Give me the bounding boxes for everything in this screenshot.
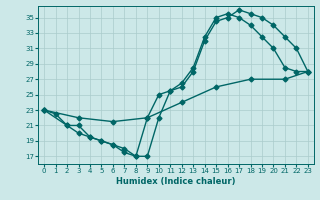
- X-axis label: Humidex (Indice chaleur): Humidex (Indice chaleur): [116, 177, 236, 186]
